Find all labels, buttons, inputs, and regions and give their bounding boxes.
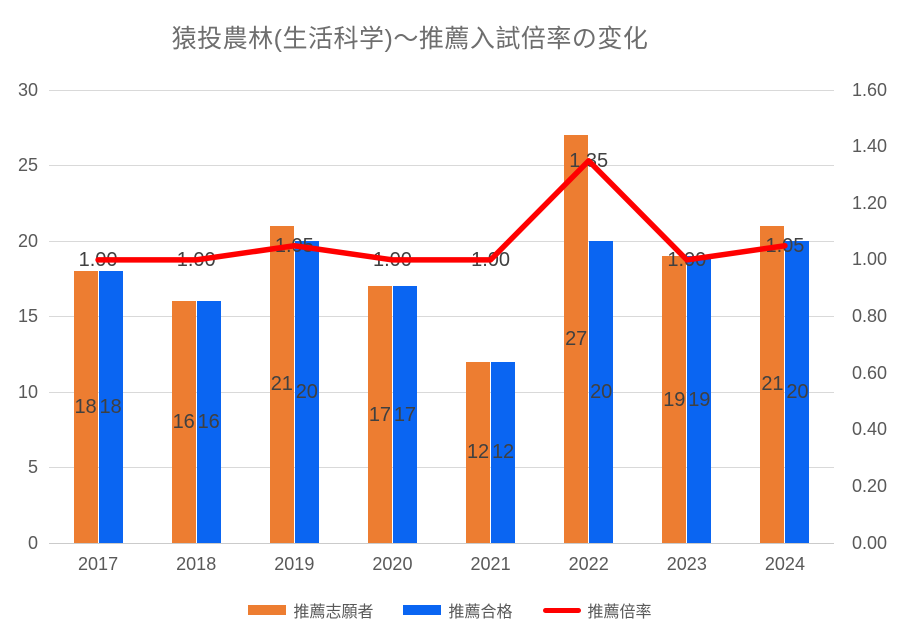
applicants-bar — [269, 225, 294, 543]
accepted-bar — [687, 256, 712, 543]
applicants-bar-label: 27 — [565, 328, 588, 351]
accepted-bar-label: 17 — [393, 403, 417, 426]
right-axis-tick-label: 0.00 — [852, 532, 888, 553]
left-axis-tick-label: 0 — [27, 532, 38, 553]
applicants-bar — [367, 286, 392, 543]
accepted-bar — [392, 286, 417, 543]
accepted-bar-label: 16 — [197, 411, 220, 434]
x-axis-line — [49, 542, 834, 544]
gridline — [49, 467, 834, 468]
applicants-bar-label: 17 — [368, 403, 392, 426]
applicants-bar-label: 19 — [663, 388, 686, 411]
x-axis-category-label: 2018 — [176, 554, 217, 574]
right-axis-tick-label: 1.00 — [852, 249, 888, 270]
accepted-bar — [294, 241, 319, 543]
ratio-line-label: 1.00 — [78, 248, 118, 271]
legend-item-accepted: 推薦合格 — [403, 598, 513, 622]
applicants-bar — [662, 256, 687, 543]
right-axis-tick-label: 1.40 — [852, 136, 888, 157]
chart-title: 猿投農林(生活科学)～推薦入試倍率の変化 — [171, 25, 649, 53]
applicants-swatch-icon — [248, 605, 287, 615]
accepted-bar-label: 18 — [99, 396, 122, 419]
accepted-bar — [491, 361, 516, 543]
left-axis-tick-label: 20 — [17, 230, 38, 251]
accepted-bar — [98, 271, 123, 543]
applicants-bar-label: 21 — [761, 373, 784, 396]
legend-label-applicants: 推薦志願者 — [293, 604, 374, 621]
x-axis-category-label: 2022 — [568, 554, 609, 574]
legend-label-ratio: 推薦倍率 — [587, 604, 652, 621]
left-axis-tick-label: 10 — [17, 381, 38, 402]
x-axis-category-label: 2020 — [372, 554, 413, 574]
ratio-line-label: 1.00 — [667, 248, 707, 271]
accepted-bar — [785, 241, 810, 543]
right-axis-tick-label: 0.80 — [852, 306, 888, 326]
applicants-bar-label: 18 — [74, 396, 97, 419]
legend-item-ratio: 推薦倍率 — [542, 598, 652, 622]
right-axis-tick-label: 0.60 — [852, 362, 888, 383]
applicants-bar-label: 12 — [466, 441, 490, 464]
accepted-bar-label: 19 — [688, 388, 711, 411]
right-axis-tick-label: 0.40 — [852, 419, 888, 440]
left-axis-tick-label: 25 — [17, 155, 38, 175]
x-axis-category-label: 2019 — [274, 554, 315, 574]
ratio-line-label: 1.05 — [274, 234, 314, 257]
gridline — [49, 165, 834, 166]
x-axis-category-label: 2023 — [666, 554, 707, 574]
ratio-line-label: 1.00 — [471, 248, 511, 271]
accepted-swatch-icon — [403, 605, 442, 615]
gridline — [49, 89, 834, 91]
applicants-bar-label: 16 — [172, 411, 195, 434]
left-axis-tick-label: 15 — [17, 306, 38, 326]
applicants-bar — [171, 301, 196, 543]
ratio-line-label: 1.35 — [569, 149, 609, 172]
applicants-bar — [760, 225, 785, 543]
x-axis-category-label: 2017 — [78, 554, 119, 574]
right-axis-tick-label: 1.20 — [852, 192, 888, 213]
accepted-bar-label: 20 — [590, 381, 613, 403]
accepted-bar-label: 12 — [491, 441, 515, 464]
gridline — [49, 391, 834, 393]
legend-label-accepted: 推薦合格 — [448, 604, 513, 621]
applicants-bar — [73, 271, 98, 543]
gridline — [49, 240, 834, 242]
x-axis-category-label: 2024 — [764, 554, 805, 574]
ratio-line-label: 1.00 — [176, 248, 216, 271]
applicants-bar-label: 21 — [270, 373, 293, 396]
accepted-bar-label: 20 — [295, 381, 318, 403]
left-axis-tick-label: 5 — [27, 457, 38, 477]
right-axis-tick-label: 0.20 — [852, 475, 888, 496]
accepted-bar-label: 20 — [786, 381, 809, 403]
accepted-bar — [589, 241, 614, 543]
x-axis-category-label: 2021 — [470, 554, 511, 574]
ratio-line-label: 1.05 — [765, 234, 805, 257]
legend-item-applicants: 推薦志願者 — [248, 598, 373, 622]
gridline — [49, 316, 834, 317]
accepted-bar — [196, 301, 221, 543]
ratio-line-label: 1.00 — [372, 248, 412, 271]
ratio-line-swatch-icon — [542, 607, 581, 613]
legend: 推薦志願者 推薦合格 推薦倍率 — [0, 597, 900, 623]
applicants-bar — [466, 361, 491, 543]
left-axis-tick-label: 30 — [17, 79, 38, 100]
right-axis-tick-label: 1.60 — [852, 79, 888, 100]
